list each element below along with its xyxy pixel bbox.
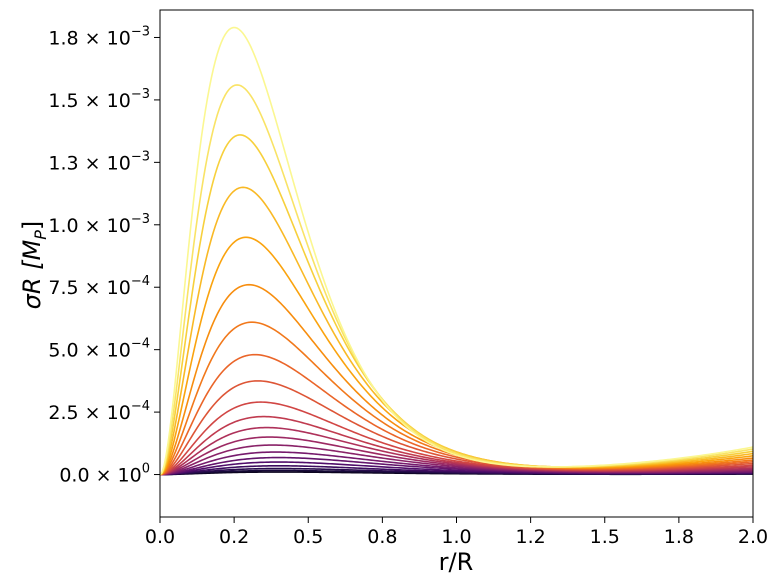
y-tick-label: 7.5 × 10−4 xyxy=(48,274,150,299)
curve-series-line xyxy=(159,401,754,476)
curve-series-line xyxy=(159,84,754,476)
curve-series-line xyxy=(159,186,754,476)
x-tick-label: 0.8 xyxy=(367,526,397,548)
y-tick-mantissa: 1.3 × 10 xyxy=(48,152,130,174)
y-axis-label: σR [MP] xyxy=(18,221,50,310)
y-tick-exponent: −3 xyxy=(131,87,150,102)
curve-series-line xyxy=(159,353,754,476)
y-tick-label: 2.5 × 10−4 xyxy=(48,399,150,424)
curve-series-line xyxy=(159,380,754,476)
y-axis-label-close: ] xyxy=(18,221,46,230)
y-tick-label: 1.5 × 10−3 xyxy=(48,87,150,112)
x-tick-label: 0.5 xyxy=(293,526,323,548)
x-tick-label: 1.5 xyxy=(590,526,620,548)
y-tick-mantissa: 2.5 × 10 xyxy=(48,402,130,424)
x-tick-label: 0.0 xyxy=(145,526,175,548)
curve-series-line xyxy=(159,26,754,476)
y-tick-exponent: −4 xyxy=(131,337,150,352)
y-tick-label: 1.8 × 10−3 xyxy=(48,24,150,49)
curve-series-group xyxy=(159,26,754,476)
y-tick-exponent: 0 xyxy=(142,462,150,477)
y-tick-mantissa: 1.5 × 10 xyxy=(48,90,130,112)
y-tick-label: 1.0 × 10−3 xyxy=(48,212,150,237)
y-tick-mantissa: 1.0 × 10 xyxy=(48,215,130,237)
y-tick-mantissa: 5.0 × 10 xyxy=(48,340,130,362)
y-tick-exponent: −4 xyxy=(131,399,150,414)
y-tick-mantissa: 1.8 × 10 xyxy=(48,27,130,49)
y-tick-exponent: −3 xyxy=(131,149,150,164)
curve-series-line xyxy=(159,134,754,476)
y-tick-exponent: −3 xyxy=(131,212,150,227)
y-axis-label-base: σR [M xyxy=(18,239,46,309)
y-axis-label-subscript: P xyxy=(31,230,50,240)
x-tick-label: 1.8 xyxy=(664,526,694,548)
y-tick-exponent: −3 xyxy=(131,24,150,39)
y-tick-label: 0.0 × 100 xyxy=(59,462,150,487)
x-axis-ticks: 0.0 0.2 0.5 0.8 1.0 1.2 1.5 1.8 2.0 xyxy=(145,517,768,548)
y-tick-mantissa: 7.5 × 10 xyxy=(48,277,130,299)
y-tick-label: 5.0 × 10−4 xyxy=(48,337,150,362)
x-tick-label: 0.2 xyxy=(219,526,249,548)
x-tick-label: 1.0 xyxy=(441,526,471,548)
y-tick-label: 1.3 × 10−3 xyxy=(48,149,150,174)
y-tick-mantissa: 0.0 × 10 xyxy=(59,465,141,487)
x-axis-label: r/R xyxy=(439,548,474,576)
x-tick-label: 1.2 xyxy=(516,526,546,548)
y-tick-exponent: −4 xyxy=(131,274,150,289)
x-tick-label: 2.0 xyxy=(738,526,768,548)
plot-frame xyxy=(159,9,754,518)
